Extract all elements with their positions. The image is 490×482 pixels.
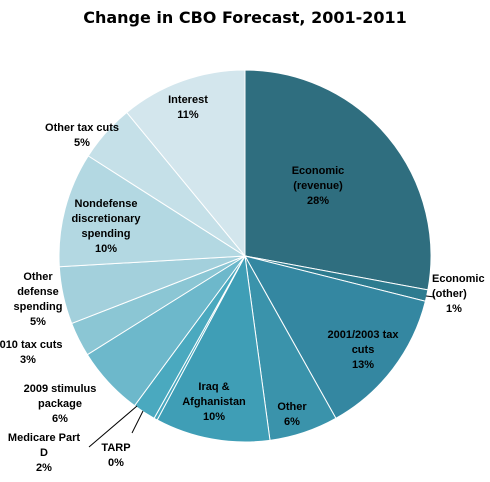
slice-label-line: 2009 stimulus [24, 383, 97, 395]
slice-label-line: spending [14, 301, 63, 313]
slice-label-2009-stimulus-package: 2009 stimulus package 6% [24, 383, 97, 425]
leader-line-medicare-part-d [88, 405, 138, 448]
slice-label-line: Afghanistan [182, 396, 246, 408]
slice-percent: 2% [36, 462, 52, 474]
slice-label-economic-revenue: Economic (revenue) 28% [292, 165, 345, 207]
slice-label-nondefense-discretionary-spending: Nondefense discretionary spending 10% [71, 198, 141, 255]
leader-line-economic-other [425, 295, 436, 298]
slice-label-line: TARP [101, 442, 130, 454]
pie-slice-2001-2003-tax-cuts [243, 255, 427, 419]
slice-percent: 11% [177, 109, 199, 121]
slice-label-economic-other: Economic (other) 1% [432, 273, 485, 315]
slice-percent: 5% [30, 316, 46, 328]
slice-label-line: defense [17, 286, 59, 298]
slice-label-line: D [40, 447, 48, 459]
slice-label-line: (revenue) [293, 180, 343, 192]
slice-label-line: Other [23, 271, 53, 283]
slice-percent: 1% [446, 303, 462, 315]
pie-slice-iraq-afghanistan [156, 254, 271, 443]
leader-line-tarp [131, 410, 144, 434]
slice-percent: 28% [307, 195, 329, 207]
slice-label-other-defense-spending: Other defense spending 5% [14, 271, 63, 328]
slice-percent: 6% [284, 416, 300, 428]
slice-label-line: Medicare Part [8, 432, 80, 444]
slice-label-medicare-part-d: Medicare Part D 2% [8, 432, 80, 474]
slice-label-line: Other [277, 401, 307, 413]
slice-label-2010-tax-cuts: 2010 tax cuts 3% [0, 339, 63, 366]
slice-label-line: cuts [352, 344, 375, 356]
slice-label-line: 2001/2003 tax [328, 329, 400, 341]
slice-label-line: 2010 tax cuts [0, 339, 63, 351]
slice-label-line: Other tax cuts [45, 122, 119, 134]
slice-label-iraq-afghanistan: Iraq & Afghanistan 10% [182, 381, 246, 423]
slice-label-line: package [38, 398, 82, 410]
slice-percent: 6% [52, 413, 68, 425]
slice-percent: 10% [203, 411, 225, 423]
slice-label-2001-2003-tax-cuts: 2001/2003 tax cuts 13% [328, 329, 400, 371]
pie-slice-economic-revenue [244, 69, 432, 291]
slice-label-line: Interest [168, 94, 208, 106]
slice-percent: 5% [74, 137, 90, 149]
slice-label-line: spending [82, 228, 131, 240]
slice-percent: 3% [20, 354, 36, 366]
slice-label-other-tax-cuts: Other tax cuts 5% [45, 122, 119, 149]
slice-label-line: Economic [432, 273, 485, 285]
slice-percent: 0% [108, 457, 124, 469]
slice-label-other: Other 6% [277, 401, 307, 428]
pie-slice-nondefense-discretionary-spending [58, 155, 247, 268]
slice-label-line: (other) [432, 288, 467, 300]
slice-label-line: Iraq & [198, 381, 229, 393]
slice-label-tarp: TARP 0% [101, 442, 130, 469]
pie-slice-interest [126, 69, 246, 258]
slice-label-line: Nondefense [75, 198, 138, 210]
slice-label-line: discretionary [71, 213, 141, 225]
slice-label-line: Economic [292, 165, 345, 177]
chart-title: Change in CBO Forecast, 2001-2011 [83, 8, 407, 27]
slice-label-interest: Interest 11% [168, 94, 208, 121]
slice-percent: 13% [352, 359, 374, 371]
slice-percent: 10% [95, 243, 117, 255]
